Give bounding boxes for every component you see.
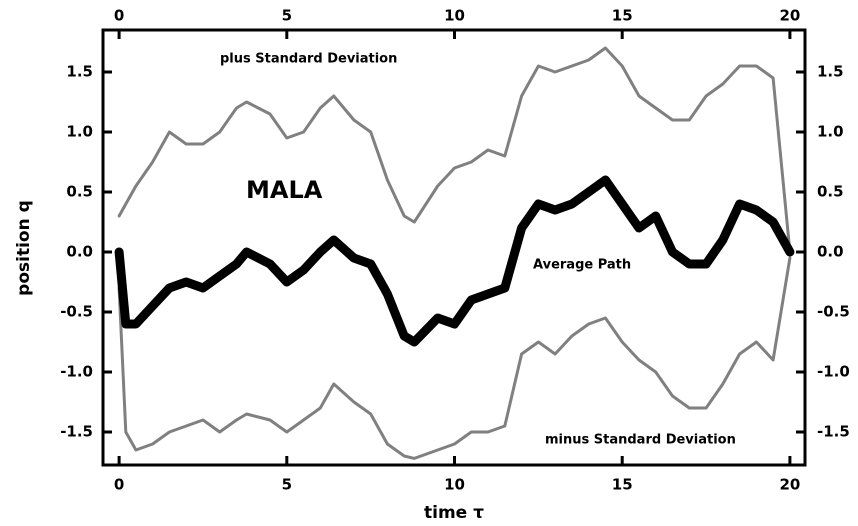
data-line [117, 46, 792, 254]
y-tick-label: 0.5 [66, 183, 93, 201]
y-tick-label: 1.0 [66, 123, 93, 141]
x-tick-label: 20 [779, 476, 800, 494]
annotation: plus Standard Deviation [220, 52, 397, 67]
x-tick-label-top: 5 [282, 7, 292, 25]
data-line [114, 175, 795, 347]
y-tick-label: -1.0 [60, 363, 93, 381]
x-tick-label-top: 0 [114, 7, 124, 25]
y-tick-label: -1.5 [60, 423, 93, 441]
plot-frame [101, 28, 807, 467]
x-tick-label: 5 [282, 476, 292, 494]
data-line [117, 256, 792, 460]
y-tick-label-right: 1.5 [817, 63, 844, 81]
y-tick-label-right: 0.5 [817, 183, 844, 201]
y-tick-label: 1.5 [66, 63, 93, 81]
x-tick-label-top: 10 [444, 7, 465, 25]
x-tick-label: 10 [444, 476, 465, 494]
y-tick-label: -0.5 [60, 303, 93, 321]
x-tick-label: 15 [612, 476, 633, 494]
x-tick-label-top: 15 [612, 7, 633, 25]
annotation: Average Path [533, 258, 631, 273]
x-tick-label: 0 [114, 476, 124, 494]
annotation: MALA [246, 176, 323, 204]
annotation: minus Standard Deviation [545, 433, 736, 448]
y-tick-label-right: 1.0 [817, 123, 844, 141]
y-tick-label-right: 0.0 [817, 243, 844, 261]
y-tick-label-right: -1.0 [817, 363, 850, 381]
x-tick-label-top: 20 [779, 7, 800, 25]
y-tick-label-right: -1.5 [817, 423, 850, 441]
x-axis-label: time τ [424, 503, 484, 523]
y-axis-label: position q [14, 200, 34, 296]
y-tick-label-right: -0.5 [817, 303, 850, 321]
y-tick-label: 0.0 [66, 243, 93, 261]
